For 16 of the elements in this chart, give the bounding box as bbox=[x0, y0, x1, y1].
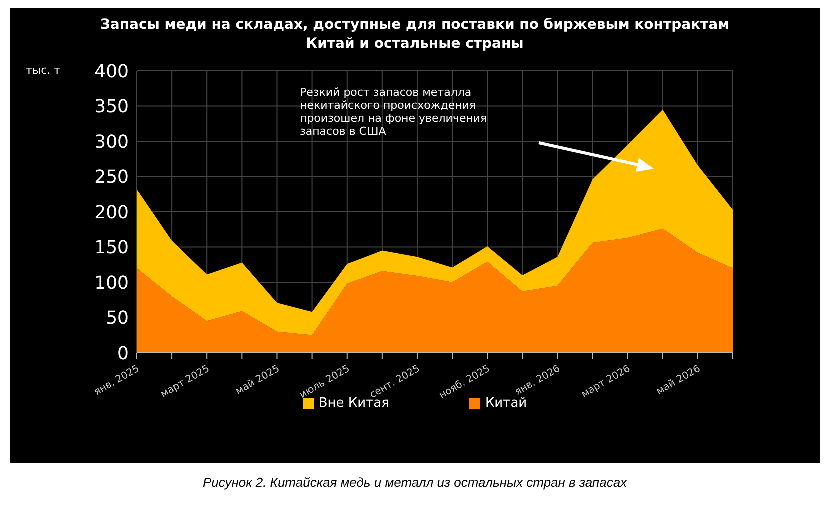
chart-subtitle: Китай и остальные страны bbox=[305, 35, 525, 54]
y-tick-label: 200 bbox=[94, 202, 129, 224]
y-axis-title: тыс. т bbox=[26, 64, 61, 77]
legend-label: Китай bbox=[485, 396, 528, 411]
y-tick-label: 250 bbox=[94, 167, 129, 188]
legend-label: Вне Китая bbox=[318, 396, 390, 411]
y-tick-label: 350 bbox=[94, 96, 129, 118]
y-tick-label: 0 bbox=[118, 343, 129, 364]
y-tick-label: 400 bbox=[94, 61, 129, 82]
annotation: Резкий рост запасов металла некитайского происхождения произошел на фоне увеличения запасов в США bbox=[300, 86, 488, 138]
text: Рисунок 2. Китайская медь и металл из остальных стран в запасах bbox=[202, 475, 628, 490]
y-tick-label: 150 bbox=[94, 238, 129, 259]
chart-title: Запасы меди на складах, доступные для поставки по биржевым контрактам bbox=[99, 16, 731, 35]
y-tick-label: 50 bbox=[106, 308, 129, 330]
y-tick-label: 100 bbox=[94, 272, 129, 294]
y-tick-label: 300 bbox=[94, 132, 129, 153]
